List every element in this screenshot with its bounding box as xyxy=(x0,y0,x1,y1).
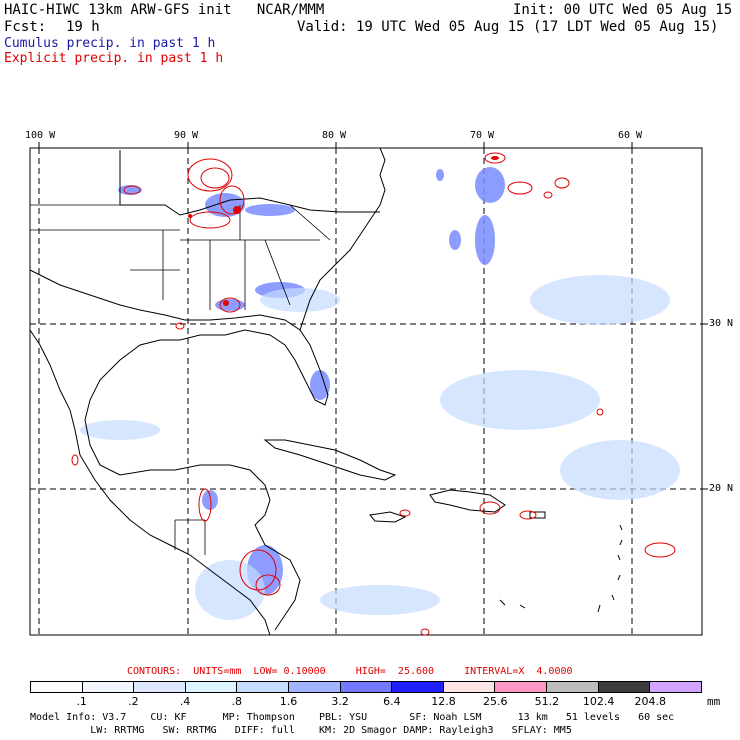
scale-tick-label: .1 xyxy=(76,695,87,708)
model-info-line1: Model Info: V3.7 CU: KF MP: Thompson PBL… xyxy=(30,712,675,723)
model-title: HAIC-HIWC 13km ARW-GFS init NCAR/MMM xyxy=(4,2,325,18)
cumulus-precip xyxy=(118,167,505,595)
scale-tick-label: .4 xyxy=(179,695,191,708)
color-swatch-4 xyxy=(237,682,290,692)
lon-label-100w: 100 W xyxy=(25,130,56,141)
light-precip xyxy=(80,275,680,620)
color-swatch-7 xyxy=(392,682,444,692)
color-swatch-2 xyxy=(134,682,186,692)
scale-tick-label: .2 xyxy=(128,695,139,708)
color-swatch-6 xyxy=(340,682,393,692)
scale-tick-label: .8 xyxy=(231,695,243,708)
color-scale-bar xyxy=(30,681,702,693)
init-time: Init: 00 UTC Wed 05 Aug 15 xyxy=(513,2,733,18)
explicit-precip-core xyxy=(188,156,499,306)
lat-label-20n: 20 N xyxy=(709,483,734,494)
lon-label-90w: 90 W xyxy=(174,130,199,141)
top-ticks xyxy=(38,142,708,490)
color-swatch-12 xyxy=(650,682,701,692)
color-swatch-8 xyxy=(443,682,496,692)
explicit-legend: Explicit precip. in past 1 h xyxy=(4,51,224,66)
color-swatch-5 xyxy=(289,682,341,692)
forecast-label: Fcst: xyxy=(4,19,47,35)
scale-tick-label: 3.2 xyxy=(331,695,349,708)
map-frame xyxy=(29,147,703,636)
cumulus-legend: Cumulus precip. in past 1 h xyxy=(4,36,216,51)
forecast-hour: 19 h xyxy=(66,19,100,35)
scale-tick-label: 204.8 xyxy=(634,695,667,708)
scale-tick-label: 51.2 xyxy=(534,695,560,708)
contours-info: CONTOURS: UNITS=mm LOW= 0.10000 HIGH= 25… xyxy=(127,666,573,677)
scale-tick-label: 25.6 xyxy=(482,695,508,708)
islands xyxy=(499,524,623,613)
scale-unit: mm xyxy=(707,695,721,708)
color-swatch-9 xyxy=(495,682,548,692)
scale-tick-label: 12.8 xyxy=(431,695,456,708)
lon-label-60w: 60 W xyxy=(618,130,643,141)
lon-label-70w: 70 W xyxy=(470,130,495,141)
scale-tick-label: 1.6 xyxy=(279,695,298,708)
color-swatch-3 xyxy=(185,682,238,692)
scale-tick-label: 6.4 xyxy=(383,695,401,708)
color-swatch-11 xyxy=(598,682,651,692)
lat-label-30n: 30 N xyxy=(709,318,734,329)
color-swatch-10 xyxy=(547,682,599,692)
graticule xyxy=(30,148,702,635)
color-swatch-1 xyxy=(82,682,135,692)
color-swatch-0 xyxy=(31,682,83,692)
explicit-precip xyxy=(71,152,676,636)
model-info-line2: LW: RRTMG SW: RRTMG DIFF: full KM: 2D Sm… xyxy=(30,725,572,736)
valid-time: Valid: 19 UTC Wed 05 Aug 15 (17 LDT Wed … xyxy=(297,19,719,35)
coastlines xyxy=(29,147,546,636)
scale-tick-label: 102.4 xyxy=(582,695,615,708)
state-borders xyxy=(30,204,331,555)
lon-label-80w: 80 W xyxy=(322,130,347,141)
